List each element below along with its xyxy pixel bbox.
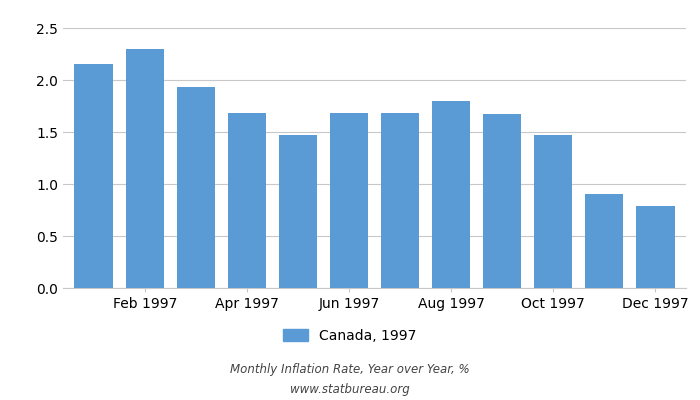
Bar	[176, 87, 215, 288]
Bar	[330, 113, 368, 288]
Bar	[636, 206, 675, 288]
Text: Monthly Inflation Rate, Year over Year, %: Monthly Inflation Rate, Year over Year, …	[230, 364, 470, 376]
Bar	[228, 113, 266, 288]
Bar	[381, 113, 419, 288]
Bar	[279, 135, 317, 288]
Text: www.statbureau.org: www.statbureau.org	[290, 384, 410, 396]
Bar	[125, 49, 164, 288]
Bar	[585, 194, 624, 288]
Bar	[534, 135, 573, 288]
Bar	[74, 64, 113, 288]
Bar	[432, 101, 470, 288]
Legend: Canada, 1997: Canada, 1997	[278, 323, 422, 348]
Bar	[483, 114, 522, 288]
